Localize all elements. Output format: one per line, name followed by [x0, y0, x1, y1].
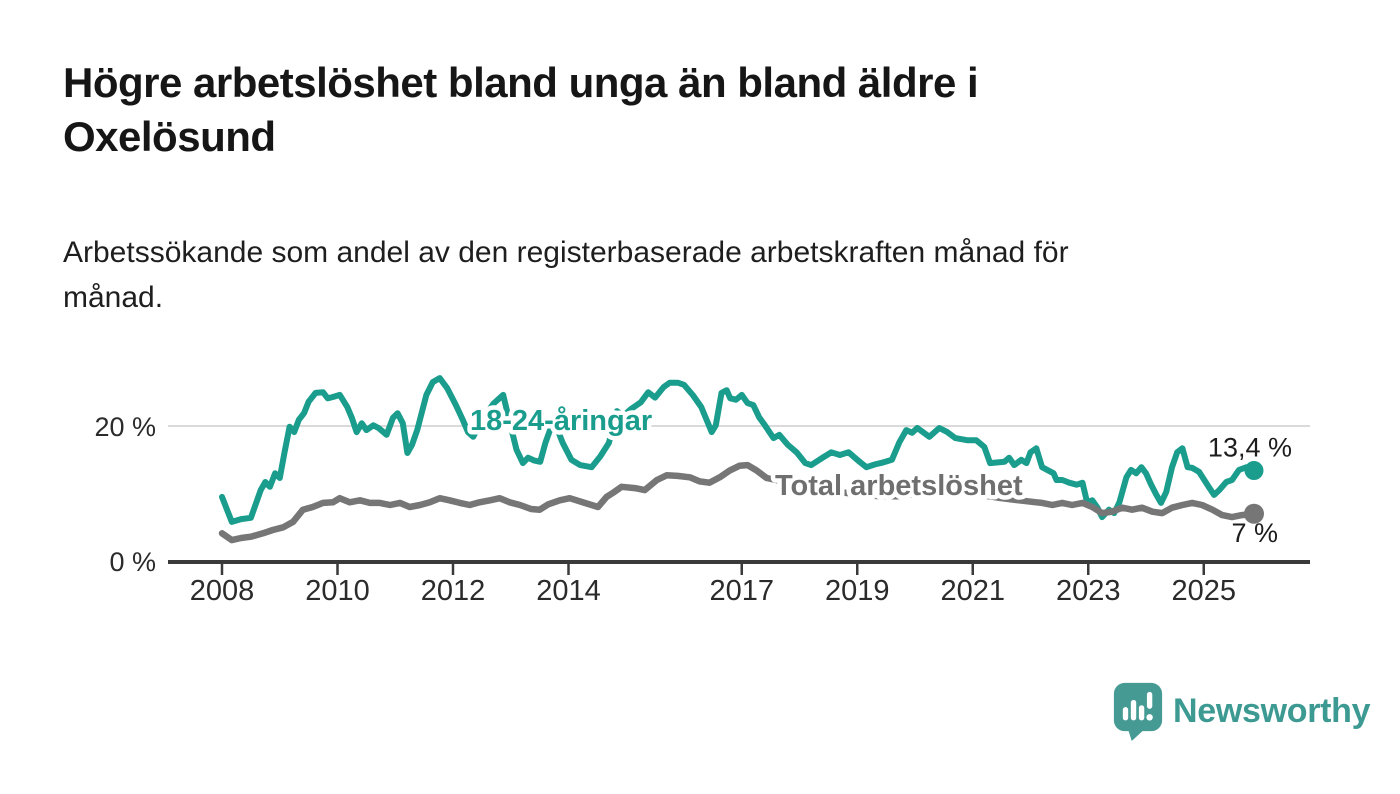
- x-tick-label-2025: 2025: [1171, 575, 1236, 607]
- x-tick-2008: [220, 564, 224, 575]
- end-dot-total-arbetsloshet: [1243, 503, 1264, 524]
- x-tick-label-2023: 2023: [1056, 575, 1121, 607]
- chart-subtitle: Arbetssökande som andel av den registerb…: [63, 236, 1069, 314]
- y-tick-label-0: 0 %: [109, 547, 156, 577]
- end-label-18-24-aringar: 13,4 %: [1208, 433, 1292, 463]
- x-tick-label-2010: 2010: [305, 575, 370, 607]
- x-axis-line: [168, 560, 1310, 564]
- x-tick-label-2014: 2014: [536, 575, 601, 607]
- unemployment-line-chart: 0 % 20 % 2008 2010 2012 2014 2017 2019 2021 2023 2…: [94, 375, 1310, 607]
- end-label-total-arbetsloshet: 7 %: [1231, 518, 1278, 548]
- x-tick-2014: [567, 564, 570, 575]
- newsworthy-brand: Newsworthy: [1113, 682, 1371, 741]
- logo-bars-and-exclamation: [1122, 691, 1153, 721]
- x-tick-label-2008: 2008: [190, 575, 255, 607]
- x-tick-2021: [971, 564, 974, 575]
- x-tick-label-2012: 2012: [421, 575, 486, 607]
- x-tick-2025: [1202, 564, 1205, 575]
- newsworthy-logo-icon: [1113, 682, 1163, 741]
- logo-bubble-shape: [1113, 682, 1163, 741]
- x-tick-2023: [1087, 564, 1090, 575]
- x-tick-2019: [856, 564, 859, 575]
- end-dot-18-24-aringar: [1244, 461, 1264, 481]
- series-label-18-24-aringar: 18-24-åringar: [470, 405, 652, 437]
- x-tick-2017: [740, 564, 743, 575]
- x-tick-label-2017: 2017: [709, 575, 774, 607]
- newsworthy-wordmark: Newsworthy: [1173, 692, 1371, 730]
- x-tick-label-2019: 2019: [825, 575, 890, 607]
- x-tick-label-2021: 2021: [940, 575, 1005, 607]
- x-tick-2010: [336, 564, 339, 575]
- x-tick-2012: [451, 564, 455, 575]
- series-label-total-arbetsloshet: Total arbetslöshet: [775, 470, 1023, 502]
- series-line-total-arbetsloshet: [218, 461, 1258, 544]
- chart-title: Högre arbetslöshet bland unga än bland ä…: [63, 59, 979, 160]
- y-tick-label-20: 20 %: [94, 412, 156, 442]
